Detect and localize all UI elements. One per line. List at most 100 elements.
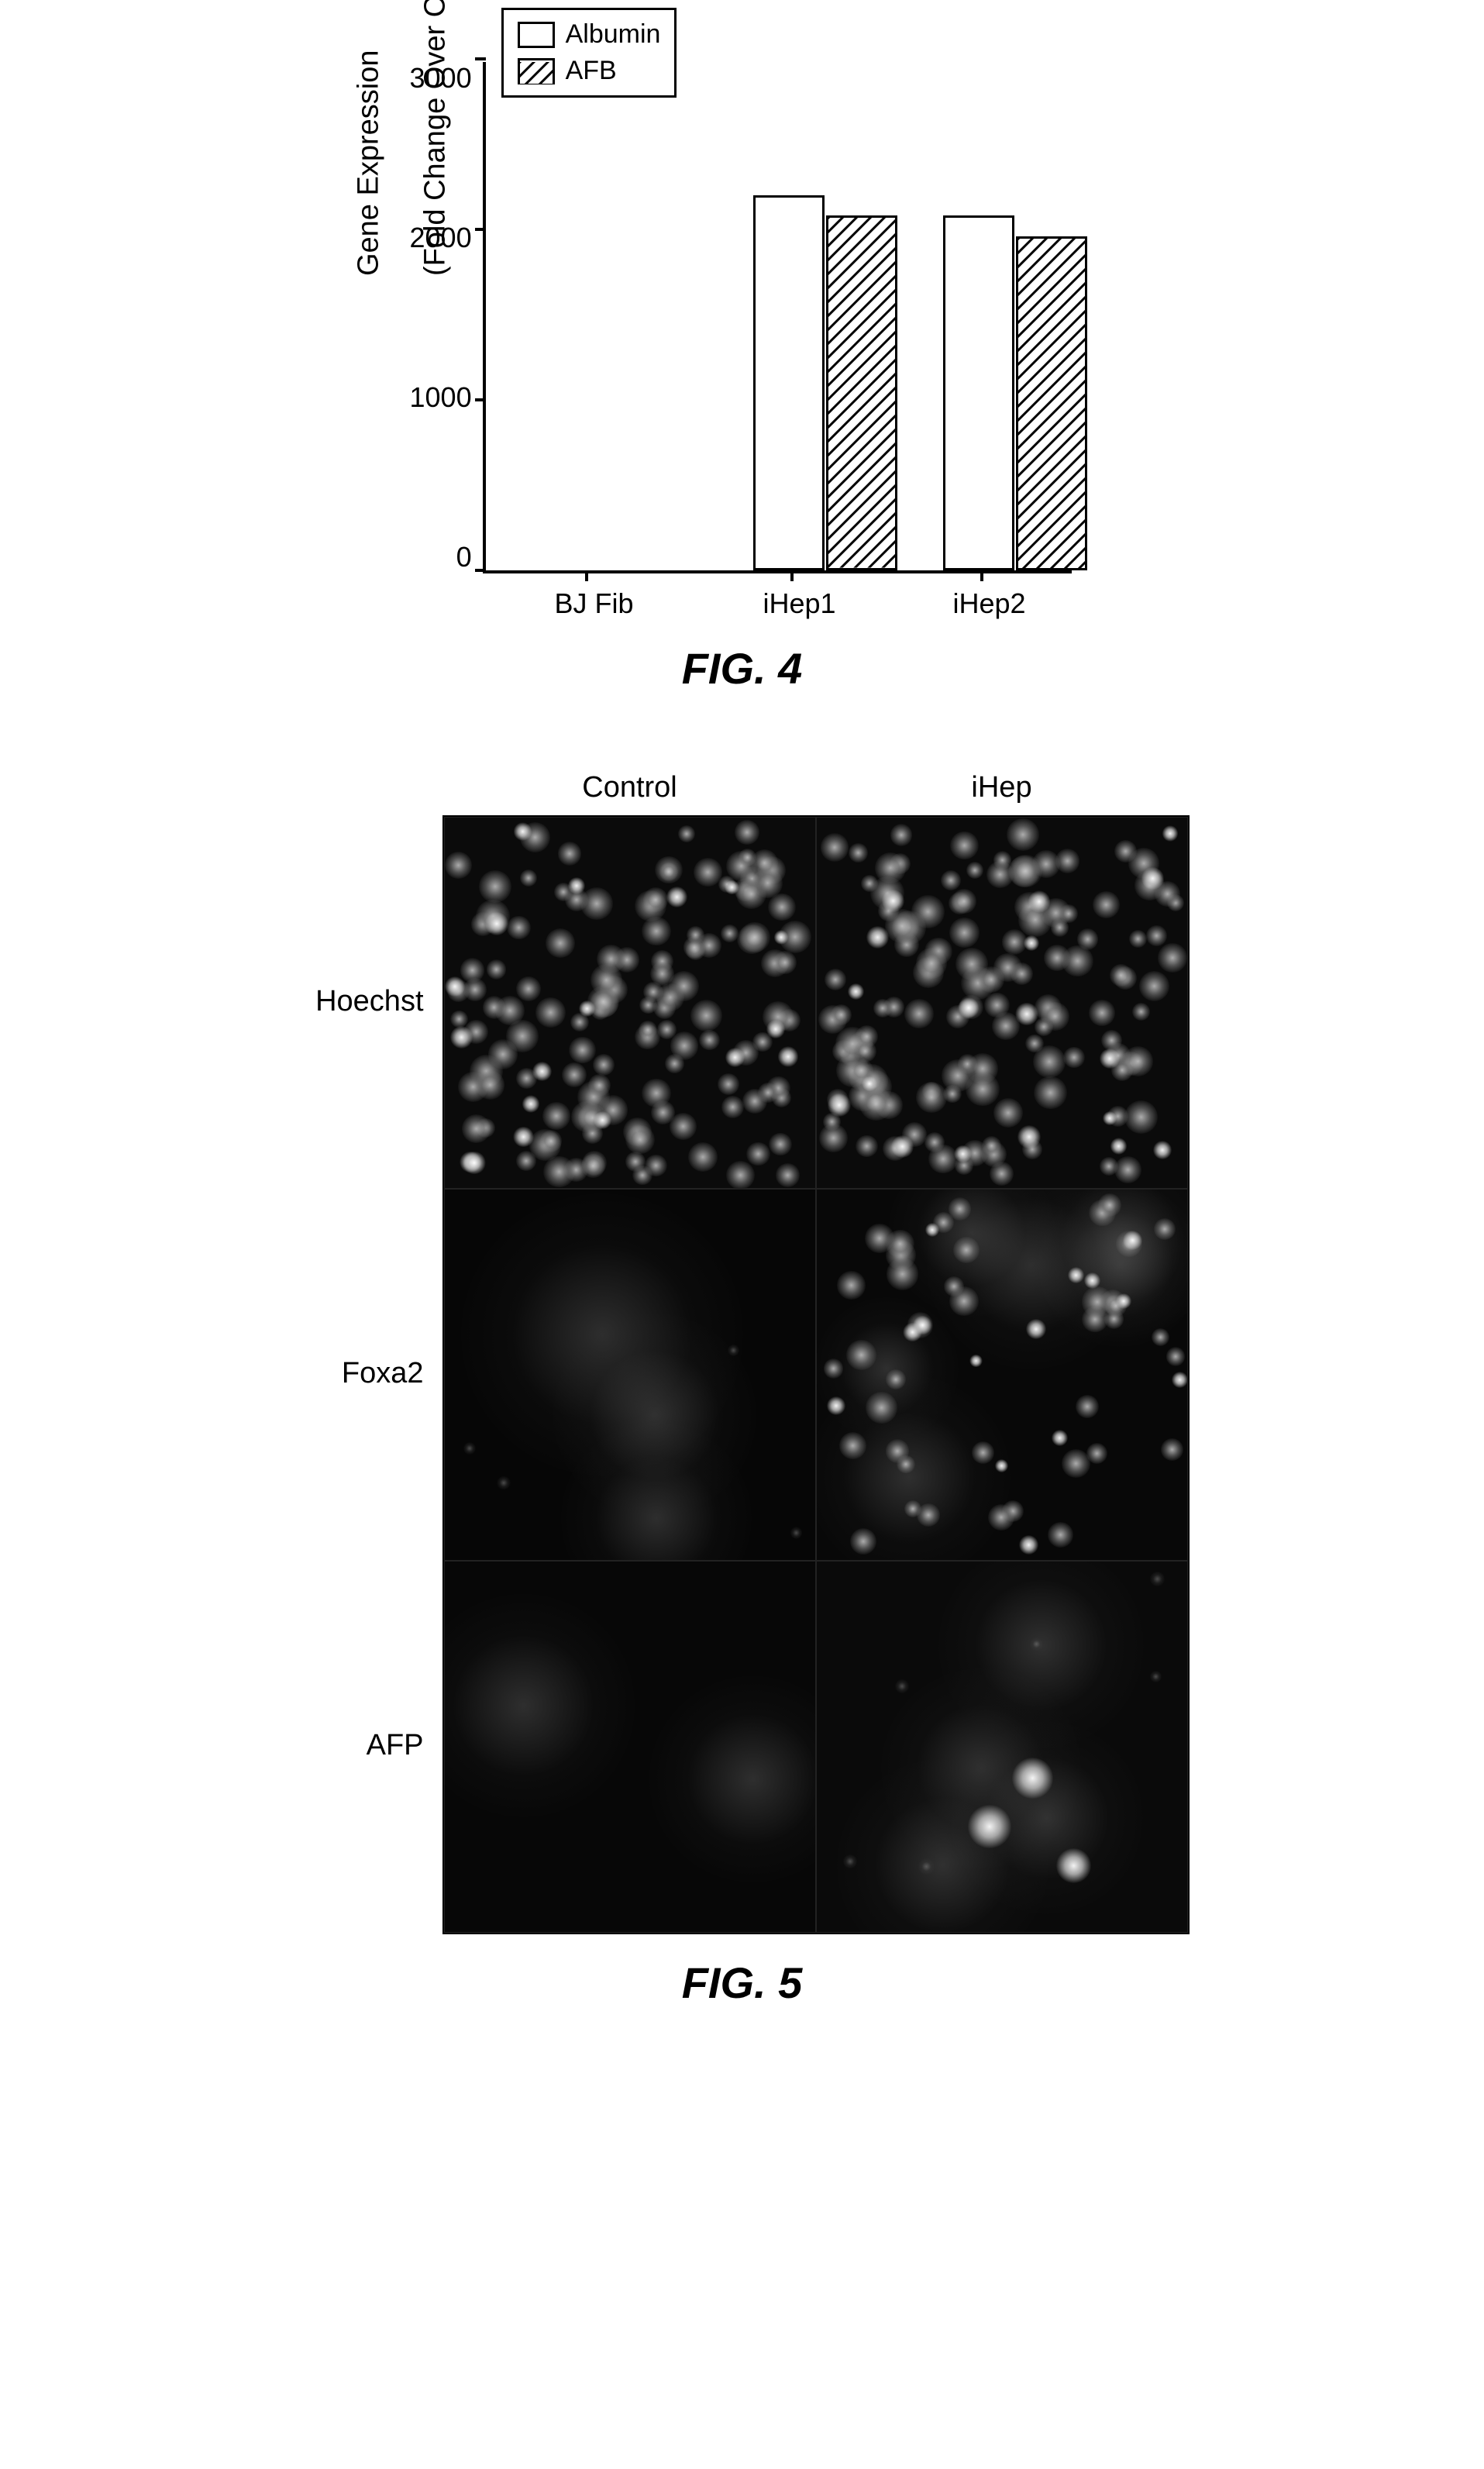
cell-spot [569,1037,596,1064]
cell-spot [1124,1100,1158,1134]
cell-spot [1076,1395,1099,1418]
cell-spot [824,1358,844,1379]
cell-spot [1048,1522,1073,1548]
cell-spot [776,1163,800,1187]
cell-spot [543,1156,575,1188]
fig4-legend-item: Albumin [518,19,661,50]
cell-spot [837,1271,865,1299]
cell-spot [966,862,983,879]
cell-spot [657,1020,677,1039]
fig5-cell-afp_ihep [816,1561,1188,1933]
cell-spot [558,842,581,865]
cell-spot [1139,971,1169,1001]
cell-spot [597,945,625,973]
cell-spot [1141,867,1164,890]
cell-spot [507,916,530,939]
cell-spot [1011,962,1033,985]
fig5-row-label: Hoechst [295,815,424,1187]
cell-spot [1162,825,1179,842]
fig5-cell-hoechst_control [444,817,816,1189]
cell-spot [656,983,684,1011]
cell-spot [476,1070,505,1100]
cell-spot [1093,891,1120,918]
cell-spot [773,951,797,974]
fig4-xtick-labels: BJ FibiHep1iHep2 [494,573,1083,620]
fig4-legend-label: AFB [566,56,617,86]
cell-spot [1025,1035,1043,1052]
cell-spot [746,1142,770,1166]
cell-spot [916,1082,948,1114]
cell-spot [778,1046,799,1067]
cell-spot [516,1151,536,1171]
cell-spot [952,889,976,914]
cell-spot [886,1230,914,1259]
fig4-bar [753,195,825,570]
cell-spot [1024,935,1039,951]
fig4-xtick-label: iHep2 [952,587,1025,620]
cell-spot [532,1062,553,1082]
cell-spot [1007,818,1039,851]
cell-spot [924,1132,945,1152]
cell-spot [625,1125,654,1154]
cell-spot [450,1011,467,1028]
cell-spot [535,997,566,1028]
cell-spot [1068,1267,1084,1283]
cell-spot [463,1442,476,1455]
fig4-chart: Gene Expression (Fold Change Over Contro… [402,62,1083,620]
cell-spot [766,1020,784,1038]
fig5-cell-foxa2_control [444,1189,816,1561]
cell-spot [1034,1076,1067,1110]
cell-spot [1026,1319,1046,1339]
figure-5: ControliHep HoechstFoxa2AFP FIG. 5 [295,771,1190,2008]
cell-spot [856,1135,877,1157]
cell-spot [1084,1272,1100,1289]
cell-spot [513,1127,533,1147]
fig4-ytick-mark [475,228,486,231]
cell-spot [688,1142,718,1172]
cell-spot [1166,1347,1186,1366]
cell-spot [1019,1535,1038,1555]
cell-spot [460,958,485,983]
fig4-legend-label: Albumin [566,19,661,50]
fig5-cell-hoechst_ihep [816,817,1188,1189]
cell-spot [966,1073,999,1106]
fig4-legend-swatch [518,58,555,84]
fig4-ytitle-line1: Gene Expression [352,50,384,276]
cell-spot [1017,1125,1040,1148]
cell-spot [1051,918,1069,937]
fig4-ytick-mark [475,398,486,401]
cell-spot [1154,1218,1176,1240]
cell-spot [911,895,945,928]
fig5-row-label: Foxa2 [295,1187,424,1559]
cell-spot [445,852,472,879]
cell-spot [955,948,988,980]
cell-haze [649,1676,815,1882]
cell-spot [1152,1328,1169,1346]
fig4-ytitle-line2: (Fold Change Over Control) [418,0,451,276]
cell-spot [479,870,511,903]
cell-spot [895,1679,909,1693]
fig4-bar [826,215,897,570]
cell-spot [699,1030,719,1050]
cell-spot [831,1004,852,1025]
cell-spot [581,1154,605,1178]
figure-4: Gene Expression (Fold Change Over Contro… [402,62,1083,694]
cell-spot [736,879,766,909]
fig5-cell-afp_control [444,1561,816,1933]
fig5-row-labels: HoechstFoxa2AFP [295,815,442,1931]
fig5-column-headers: ControliHep [444,771,1188,815]
fig4-legend: Albumin AFB [501,8,677,98]
cell-spot [1172,1372,1187,1388]
fig4-xtick-label: iHep1 [763,587,835,620]
fig5-column-header: Control [444,771,816,815]
cell-spot [594,1111,611,1129]
cell-spot [916,948,947,979]
cell-spot [739,922,770,953]
cell-spot [917,1503,940,1527]
cell-spot [972,1441,994,1464]
cell-spot [969,1355,983,1368]
cell-spot [670,1113,697,1140]
cell-spot [666,887,687,907]
cell-spot [721,1096,745,1119]
cell-spot [849,843,867,862]
